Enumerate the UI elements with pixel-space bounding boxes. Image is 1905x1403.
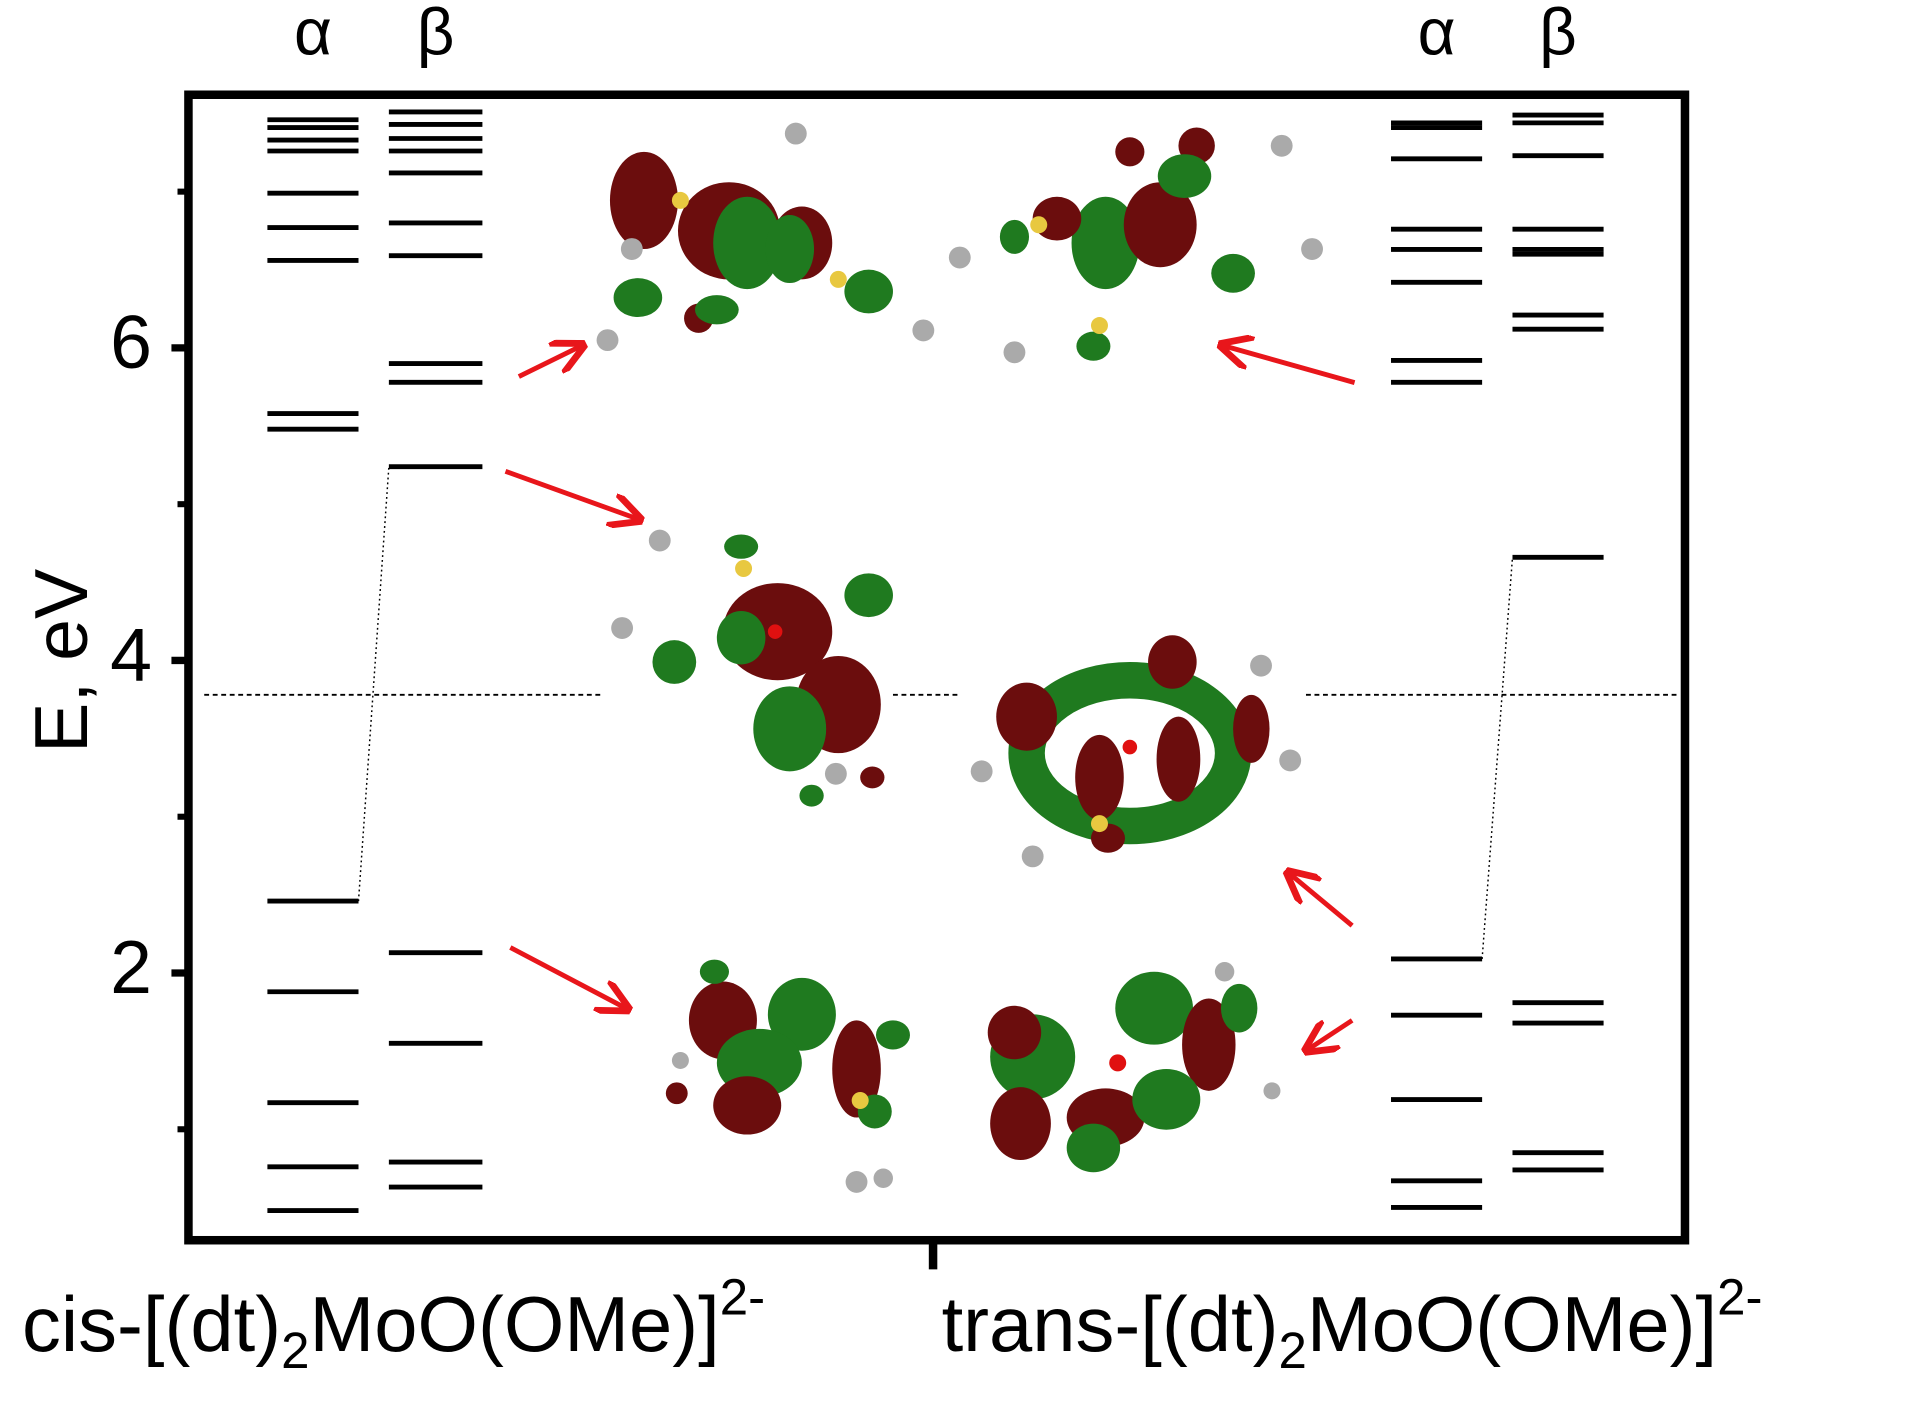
transition-connector (357, 466, 390, 902)
plot-frame (184, 90, 1690, 1245)
y-tick-label: 6 (110, 300, 152, 384)
arrow (1306, 1018, 1354, 1050)
arrows (504, 345, 1356, 1051)
x-group-label-part: MoO(OMe)] (1307, 1282, 1717, 1368)
column-label: α (294, 0, 332, 69)
x-group-label-part: 2- (720, 1268, 765, 1325)
x-group-label-part: MoO(OMe)] (309, 1282, 719, 1368)
x-group-label-part: trans-[(dt) (942, 1282, 1279, 1368)
arrow (504, 469, 640, 520)
x-group-label-part: cis-[(dt) (22, 1282, 281, 1368)
column-label: β (1539, 0, 1577, 69)
x-group-label-part: 2 (281, 1322, 309, 1379)
orbital-image (970, 635, 1302, 868)
orbital-image (611, 529, 893, 807)
y-axis-label: E, eV (19, 569, 103, 753)
orbital-image (948, 127, 1323, 364)
orbital-image (596, 122, 935, 352)
y-tick-label: 4 (110, 612, 152, 696)
x-group-label-part: 2 (1278, 1322, 1306, 1379)
column-label: α (1418, 0, 1456, 69)
column-label: β (417, 0, 455, 69)
y-tick-label: 2 (110, 925, 152, 1009)
x-group-label: cis-[(dt)2MoO(OMe)]2- (22, 1268, 765, 1378)
arrow (1221, 345, 1356, 385)
orbital-image (987, 962, 1281, 1173)
x-group-label-part: 2- (1717, 1268, 1762, 1325)
x-group-label: trans-[(dt)2MoO(OMe)]2- (942, 1268, 1763, 1378)
orbital-image (665, 959, 910, 1193)
arrow (1288, 872, 1354, 928)
orbital-images (596, 122, 1323, 1193)
transition-connector (1481, 557, 1514, 959)
arrow (509, 945, 628, 1009)
arrow (517, 345, 583, 379)
